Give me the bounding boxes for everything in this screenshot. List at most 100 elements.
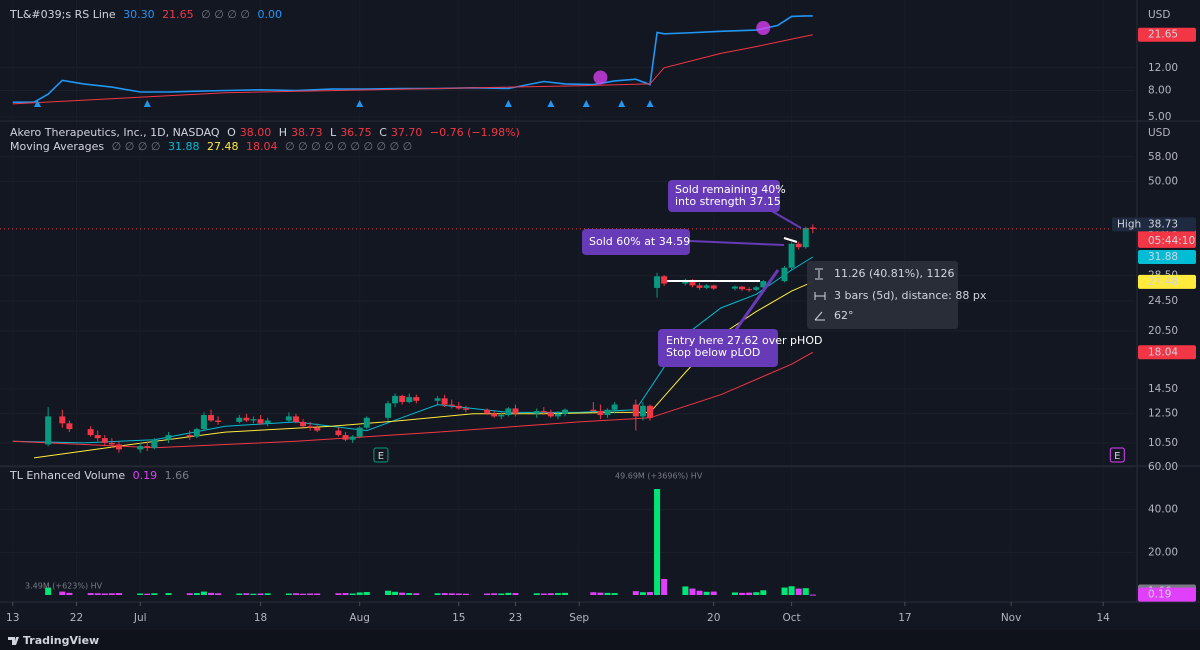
volume-bar	[66, 592, 73, 595]
volume-bar	[151, 593, 158, 595]
volume-bar	[795, 588, 802, 595]
candle-body	[554, 413, 561, 417]
volume-legend: TL Enhanced Volume 0.19 1.66	[9, 469, 189, 482]
y-tick-label: 40.00	[1148, 504, 1178, 516]
x-tick-label: 18	[254, 612, 267, 624]
candle-body	[597, 411, 604, 416]
volume-bar	[87, 593, 94, 595]
candle-body	[285, 416, 292, 421]
candle-body	[165, 435, 172, 440]
measurement-text: 11.26 (40.81%), 1126	[834, 267, 955, 280]
candle-body	[739, 286, 746, 290]
signal-marker	[646, 100, 654, 107]
volume-bar	[554, 593, 561, 595]
ohlc-value: 38.00	[240, 126, 272, 139]
candle-body	[731, 286, 738, 289]
candle-body	[392, 395, 399, 404]
price-label: 18.04	[1148, 346, 1178, 358]
earnings-marker	[373, 447, 389, 463]
volume-bar	[434, 593, 441, 595]
candle-body	[342, 435, 349, 440]
volume-bar	[186, 593, 193, 595]
y-tick-label: 20.00	[1148, 546, 1178, 558]
candle-body	[639, 405, 646, 417]
candle-body	[646, 405, 653, 418]
volume-bar	[809, 594, 816, 596]
candle-body	[802, 228, 809, 248]
signal-marker	[34, 100, 42, 107]
candle-body	[87, 429, 94, 436]
y-tick-label: 24.50	[1148, 295, 1178, 307]
price-label: 27.48	[1148, 276, 1178, 288]
volume-bar	[314, 593, 321, 595]
earnings-marker	[1109, 447, 1125, 463]
volume-bar	[448, 593, 455, 595]
volume-bar	[264, 593, 271, 595]
candle-body	[661, 276, 668, 284]
logo	[8, 637, 19, 645]
candle-body	[703, 285, 710, 288]
candle-body	[363, 417, 370, 428]
candle-body	[399, 395, 406, 403]
callout: Sold 60% at 34.59	[582, 229, 785, 255]
candle-body	[207, 415, 214, 421]
candle-body	[314, 427, 321, 431]
signal-marker	[582, 100, 590, 107]
volume-bar	[739, 592, 746, 595]
measurement-bg	[807, 261, 958, 329]
candle-body	[498, 415, 505, 417]
volume-bar	[441, 593, 448, 595]
volume-bar	[257, 593, 264, 595]
price-label-bg	[1138, 345, 1196, 360]
ma-empty: ∅ ∅ ∅ ∅	[112, 140, 161, 153]
candle-body	[540, 411, 547, 413]
high-label-bg	[1112, 217, 1196, 232]
signal-marker	[547, 100, 555, 107]
volume-bar	[243, 593, 250, 595]
moving-average	[12, 351, 814, 449]
callout-pointer	[769, 209, 802, 229]
x-tick-label: Nov	[1001, 612, 1022, 624]
volume-bar	[250, 593, 257, 595]
ohlc-key: L	[330, 126, 337, 139]
volume-bar	[215, 593, 222, 595]
callout-pointer	[733, 269, 780, 332]
volume-bar	[462, 593, 469, 595]
y-tick-label: 8.00	[1148, 85, 1171, 97]
y-tick-label: 50.00	[1148, 176, 1178, 188]
volume-bar	[802, 588, 809, 595]
y-tick-label: 12.00	[1148, 62, 1178, 74]
ohlc-key: H	[279, 126, 287, 139]
candle-body	[710, 285, 717, 289]
x-tick-label: 15	[452, 612, 465, 624]
rs-circle	[593, 70, 608, 85]
volume-bar	[781, 587, 788, 595]
y-tick-label: 58.00	[1148, 151, 1178, 163]
ma-title: Moving Averages	[10, 140, 104, 153]
rs-line	[12, 34, 813, 105]
x-tick-label: 17	[898, 612, 911, 624]
candle-body	[307, 426, 314, 428]
volume-bar	[654, 488, 661, 595]
candle-body	[547, 412, 554, 417]
moving-average	[33, 281, 814, 459]
rs-circle	[756, 20, 771, 35]
x-tick-label: Oct	[783, 612, 801, 624]
volume-bar	[632, 591, 639, 595]
x-tick-label: 23	[509, 612, 522, 624]
volume-bar	[788, 586, 795, 595]
volume-bar	[59, 591, 66, 595]
volume-bar	[590, 592, 597, 595]
volume-bar	[689, 588, 696, 595]
ohlc-value: 38.73	[291, 126, 323, 139]
candle-body	[356, 427, 363, 437]
candle-body	[349, 436, 356, 440]
candle-body	[604, 409, 611, 416]
ma-legend: Moving Averages ∅ ∅ ∅ ∅ 31.88 27.48 18.0…	[10, 140, 412, 153]
price-label-bg	[1138, 587, 1196, 602]
y-tick-label: 10.50	[1148, 437, 1178, 449]
unit-label: USD	[1148, 9, 1170, 21]
volume-bar	[115, 593, 122, 595]
candle-body	[292, 416, 299, 422]
